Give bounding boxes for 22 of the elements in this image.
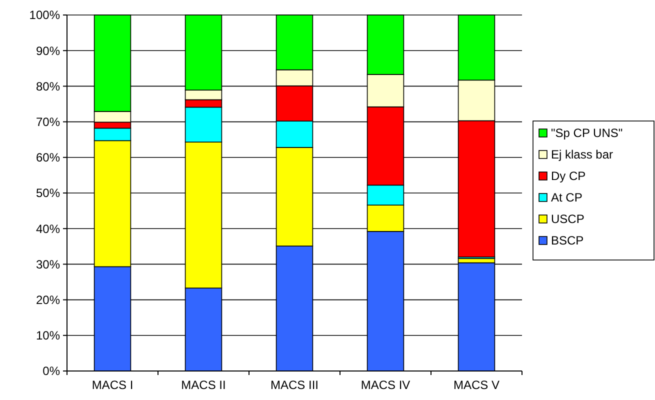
y-tick-label: 10%: [36, 328, 60, 343]
y-tick-label: 100%: [29, 8, 60, 22]
legend-label: Ej klass bar: [551, 148, 614, 162]
legend-label: USCP: [551, 212, 584, 226]
legend-label: BSCP: [551, 234, 584, 248]
legend-label: "Sp CP UNS": [551, 126, 623, 140]
x-tick-label: MACS V: [453, 378, 500, 392]
y-tick-label: 60%: [36, 150, 60, 165]
y-tick-label: 80%: [36, 79, 60, 94]
legend-label: Dy CP: [551, 169, 586, 184]
x-tick-label: MACS II: [181, 378, 226, 392]
x-tick-label: MACS III: [270, 378, 319, 392]
y-tick-label: 50%: [36, 186, 60, 200]
y-tick-label: 0%: [42, 364, 60, 378]
y-tick-label: 40%: [36, 222, 60, 236]
x-tick-label: MACS IV: [360, 378, 410, 392]
y-tick-label: 20%: [36, 293, 60, 307]
y-tick-label: 30%: [36, 257, 60, 272]
y-tick-label: 90%: [36, 44, 60, 58]
x-tick-label: MACS I: [92, 378, 134, 392]
legend-label: At CP: [551, 190, 582, 205]
y-tick-label: 70%: [36, 115, 60, 129]
